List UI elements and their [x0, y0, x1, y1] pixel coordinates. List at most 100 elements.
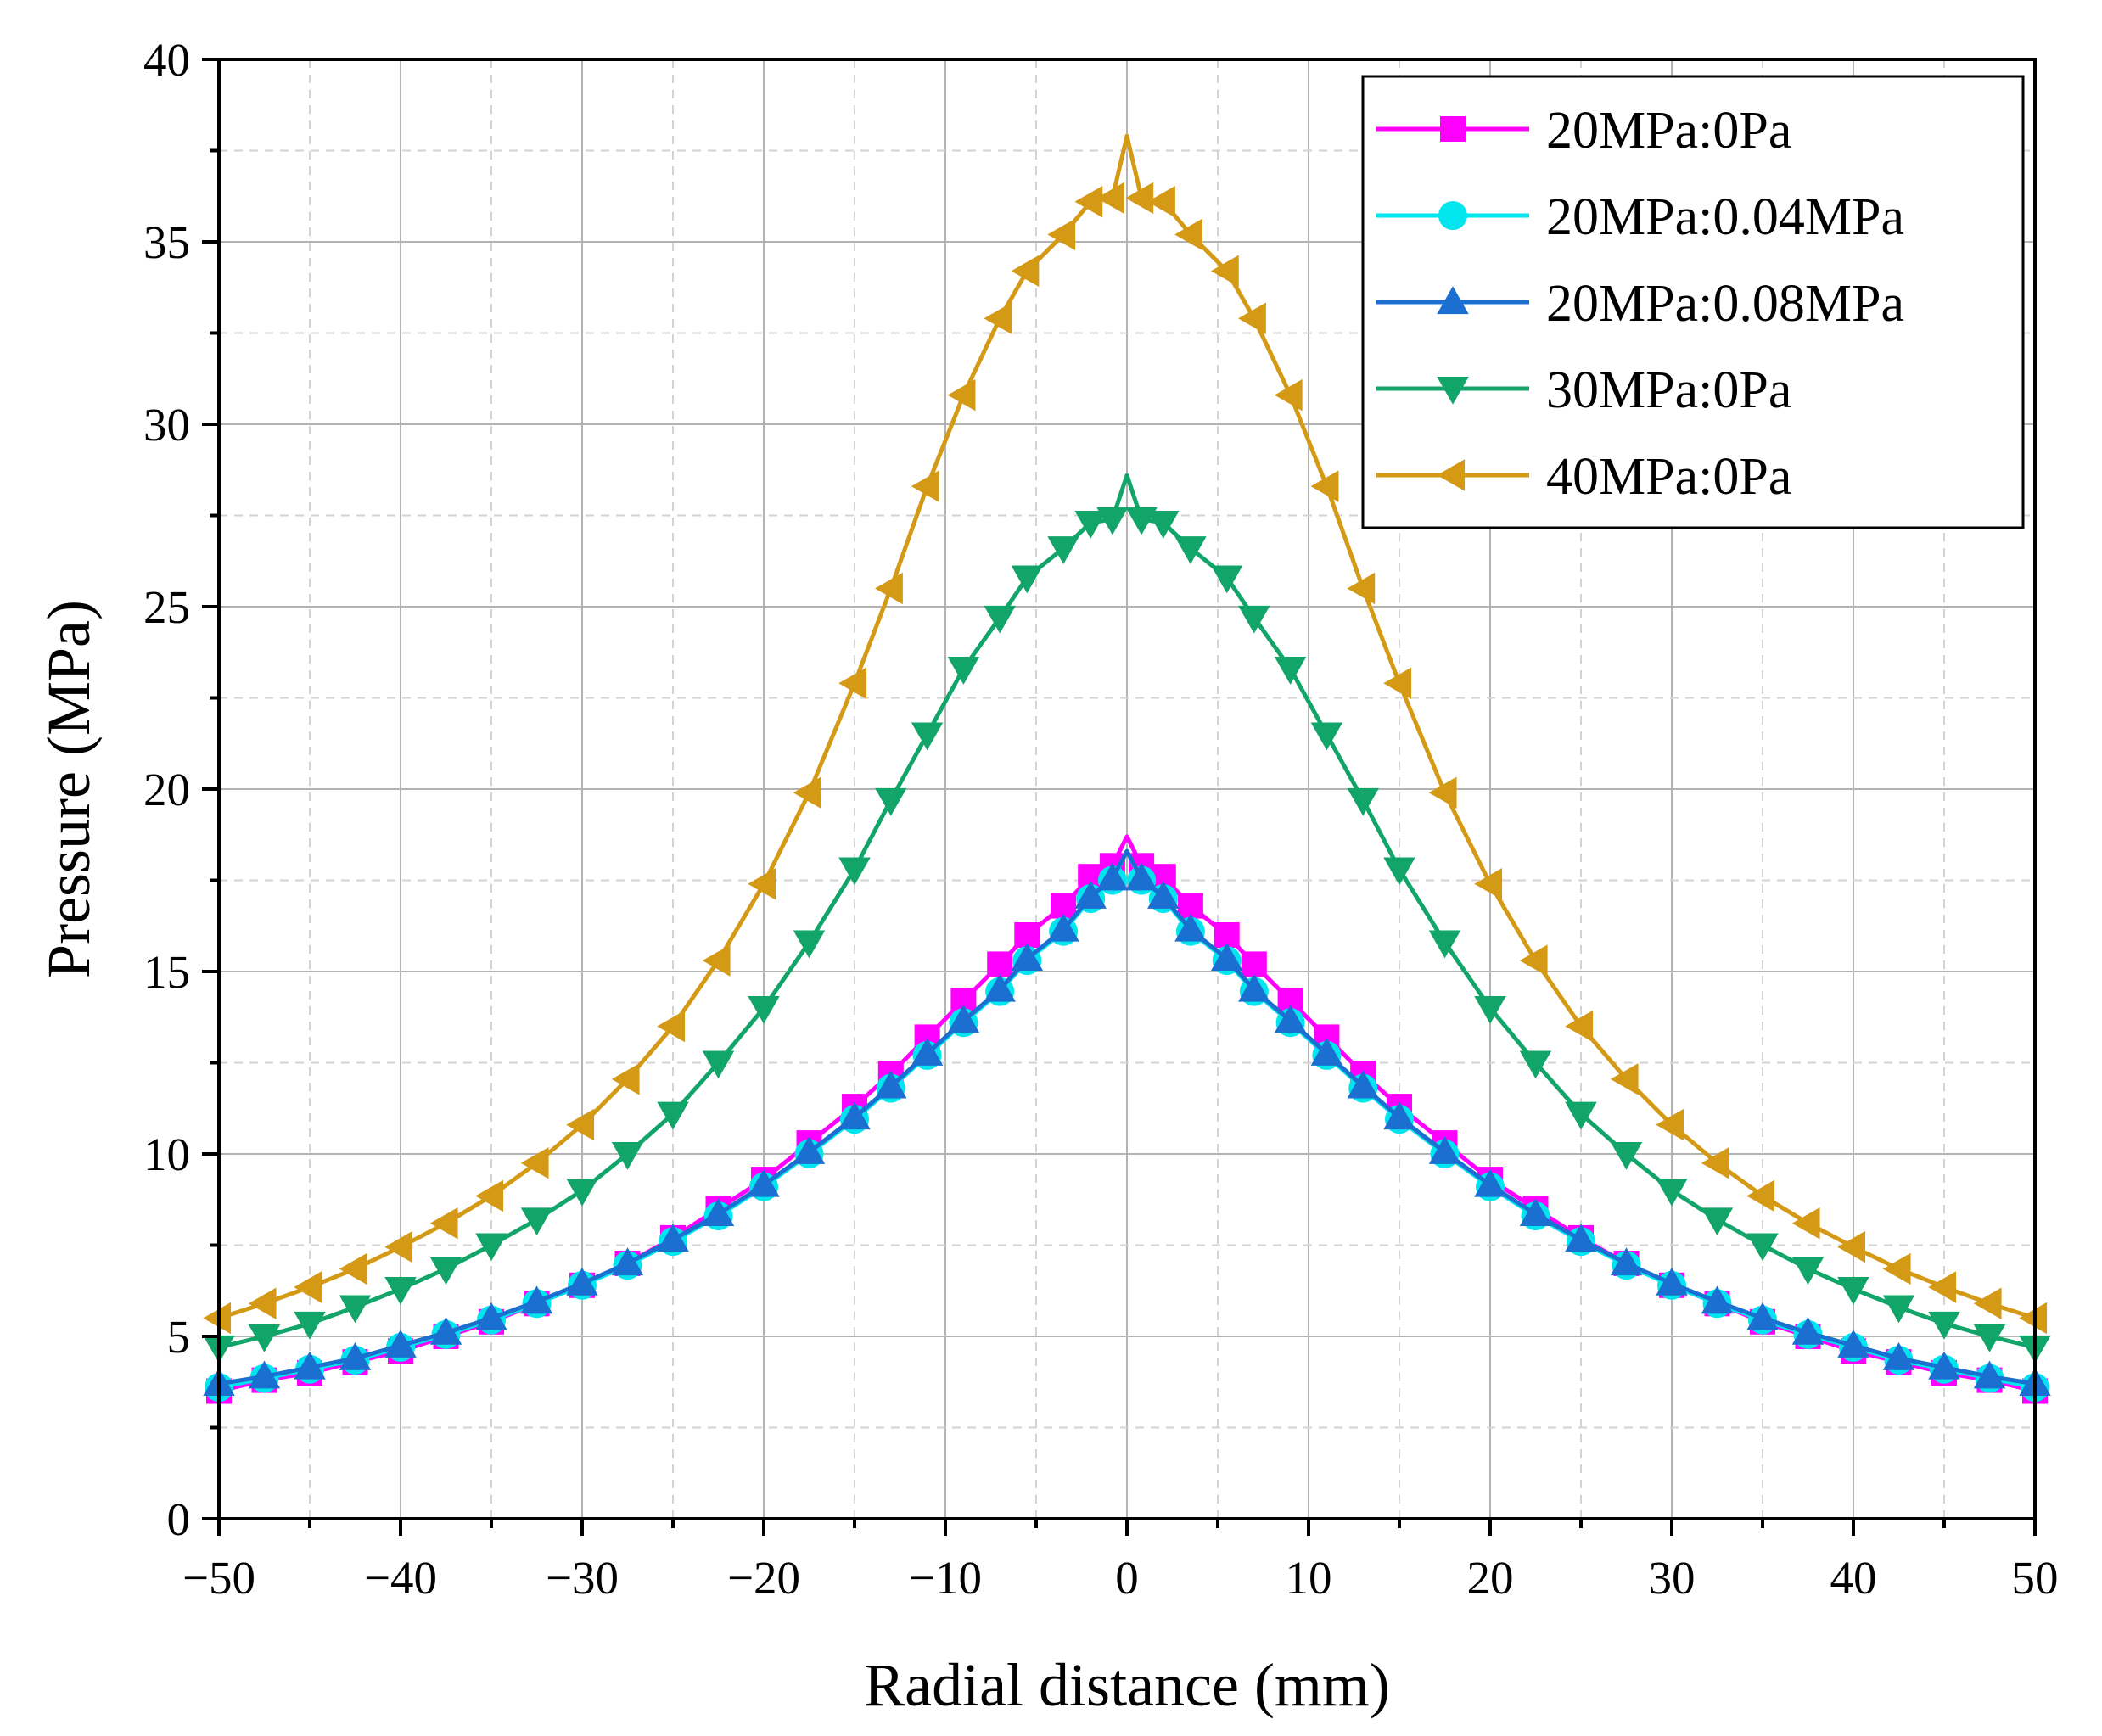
data-point [875, 787, 907, 816]
data-point [1047, 218, 1076, 251]
data-point [294, 1351, 326, 1380]
data-point [520, 1207, 553, 1236]
data-point [384, 1330, 417, 1358]
x-tick-label: 40 [1830, 1552, 1877, 1604]
data-point [1347, 1070, 1379, 1099]
data-point [1474, 868, 1503, 900]
data-point [947, 1005, 980, 1033]
data-point [1973, 1287, 2002, 1320]
data-point [947, 657, 980, 685]
data-point [248, 1324, 281, 1352]
y-tick-label: 35 [143, 216, 190, 268]
data-point [248, 1287, 277, 1320]
y-tick-label: 5 [167, 1311, 191, 1363]
data-point [1428, 930, 1461, 959]
x-tick-label: 30 [1649, 1552, 1696, 1604]
data-point [1096, 507, 1129, 535]
data-point [1746, 1179, 1775, 1212]
data-point [1047, 536, 1079, 564]
legend: 20MPa:0Pa 20MPa:0.04MPa 20MPa:0.08MPa 30MPa… [1361, 75, 2025, 529]
data-point [748, 995, 780, 1024]
data-point [1347, 572, 1376, 605]
y-tick-label: 0 [167, 1493, 191, 1545]
data-point [838, 1101, 871, 1130]
plot-series [203, 133, 2051, 1404]
data-point [1610, 1141, 1643, 1170]
data-point [429, 1207, 458, 1240]
data-point [748, 1168, 780, 1197]
y-tick-label: 30 [143, 399, 190, 451]
data-point [1383, 667, 1412, 700]
data-point [1837, 1230, 1866, 1263]
axis-ticks [202, 58, 2037, 1536]
data-point [1274, 378, 1303, 412]
data-point [1174, 218, 1202, 251]
data-point [566, 1178, 598, 1207]
data-point [294, 1311, 326, 1340]
data-point [911, 1038, 944, 1066]
y-axis-title: Pressure (MPa) [35, 600, 103, 978]
data-point [1147, 511, 1180, 539]
series-20MPa:0.08MPa [203, 848, 2051, 1396]
data-point [1210, 565, 1243, 594]
data-point [1656, 1178, 1688, 1207]
data-point [702, 1050, 735, 1079]
tick-labels: −50 −40 −30 −20 −10 0 10 20 30 40 50 0 5 10 15 20 25 30 35… [143, 34, 2059, 1604]
x-tick-label: 50 [2012, 1552, 2059, 1604]
x-tick-label: 0 [1115, 1552, 1139, 1604]
legend-marker [1437, 459, 1466, 491]
data-point [657, 1224, 689, 1252]
legend-item: 20MPa:0.08MPa [1376, 275, 1904, 333]
x-tick-label: −20 [727, 1552, 800, 1604]
legend-label: 40MPa:0Pa [1546, 448, 1791, 506]
legend-label: 20MPa:0Pa [1546, 102, 1791, 160]
data-point [1882, 1295, 1915, 1324]
data-point [1519, 1050, 1552, 1079]
data-point [793, 776, 821, 809]
x-tick-label: −50 [182, 1552, 255, 1604]
data-point [1047, 913, 1079, 942]
data-point [203, 1302, 232, 1335]
data-point [429, 1316, 462, 1345]
data-point [911, 470, 939, 502]
y-tick-label: 25 [143, 581, 190, 633]
data-point [1310, 470, 1339, 502]
data-point [1656, 1108, 1684, 1141]
data-point [1474, 995, 1506, 1024]
data-point [1310, 722, 1343, 751]
data-point [1565, 1101, 1597, 1130]
data-point [1791, 1207, 1820, 1240]
data-point [838, 667, 867, 700]
data-point [1011, 255, 1040, 288]
data-point [875, 572, 903, 605]
data-point [248, 1360, 281, 1389]
data-point [1791, 1257, 1825, 1285]
data-point [1474, 1168, 1506, 1197]
data-point [339, 1252, 367, 1285]
data-point [911, 722, 944, 751]
data-point [1701, 1147, 1729, 1179]
x-axis-title: Radial distance (mm) [864, 1651, 1390, 1719]
data-point [1519, 1198, 1552, 1227]
data-point [611, 1247, 644, 1276]
data-point [987, 951, 1013, 977]
data-point [1428, 1136, 1461, 1164]
data-point [384, 1230, 413, 1263]
data-point [1238, 302, 1266, 335]
data-point [1519, 944, 1548, 977]
series-40MPa:0Pa [203, 133, 2048, 1335]
data-point [1174, 536, 1207, 564]
data-point [1011, 943, 1044, 972]
data-point [748, 868, 776, 900]
data-point [702, 944, 731, 977]
data-point [1791, 1316, 1825, 1345]
data-point [1310, 1038, 1343, 1066]
data-point [475, 1179, 504, 1212]
data-point [1383, 1101, 1415, 1130]
legend-item: 20MPa:0.04MPa [1376, 188, 1904, 246]
data-point [566, 1108, 595, 1141]
data-point [1928, 1271, 1957, 1303]
x-tick-label: 20 [1467, 1552, 1514, 1604]
data-point [1701, 1207, 1734, 1236]
